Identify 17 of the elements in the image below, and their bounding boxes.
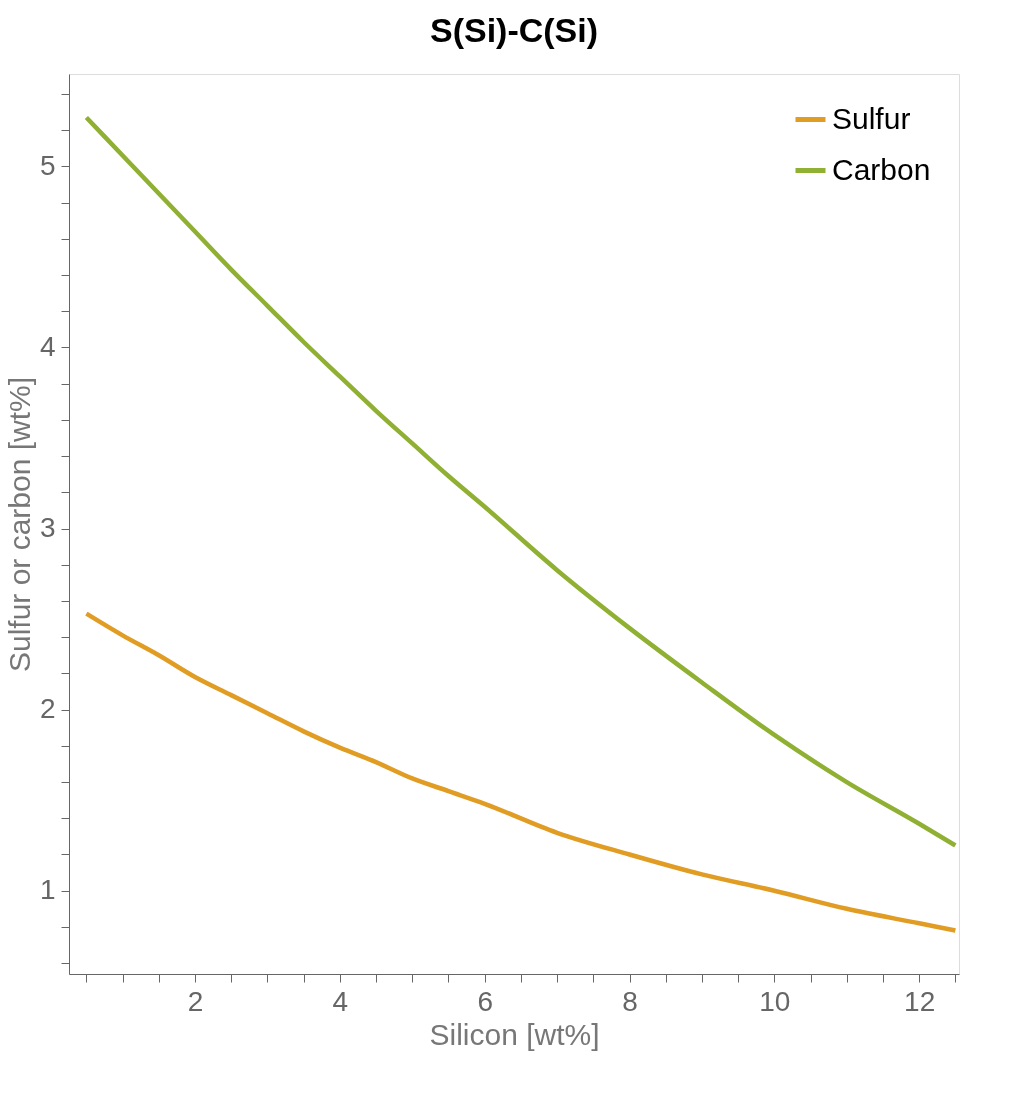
chart-title: S(Si)-C(Si) <box>429 11 599 49</box>
legend-label: Sulfur <box>832 101 911 135</box>
x-axis-title: Silicon [wt%] <box>429 1017 600 1051</box>
y-tick-label: 4 <box>39 330 56 362</box>
y-tick-label: 3 <box>39 512 56 544</box>
x-tick-label: 4 <box>332 985 349 1017</box>
legend-label: Carbon <box>832 152 931 186</box>
x-tick-label: 6 <box>477 985 493 1017</box>
y-tick-label: 2 <box>39 693 56 725</box>
y-tick-label: 1 <box>39 874 56 906</box>
x-tick-label: 8 <box>622 985 638 1017</box>
y-axis-title: Sulfur or carbon [wt%] <box>2 376 36 673</box>
x-tick-label: 2 <box>187 985 204 1017</box>
line-series <box>84 611 958 933</box>
y-tick-label: 5 <box>39 149 56 181</box>
x-tick-label: 12 <box>904 985 936 1017</box>
x-tick-label: 10 <box>759 985 791 1017</box>
